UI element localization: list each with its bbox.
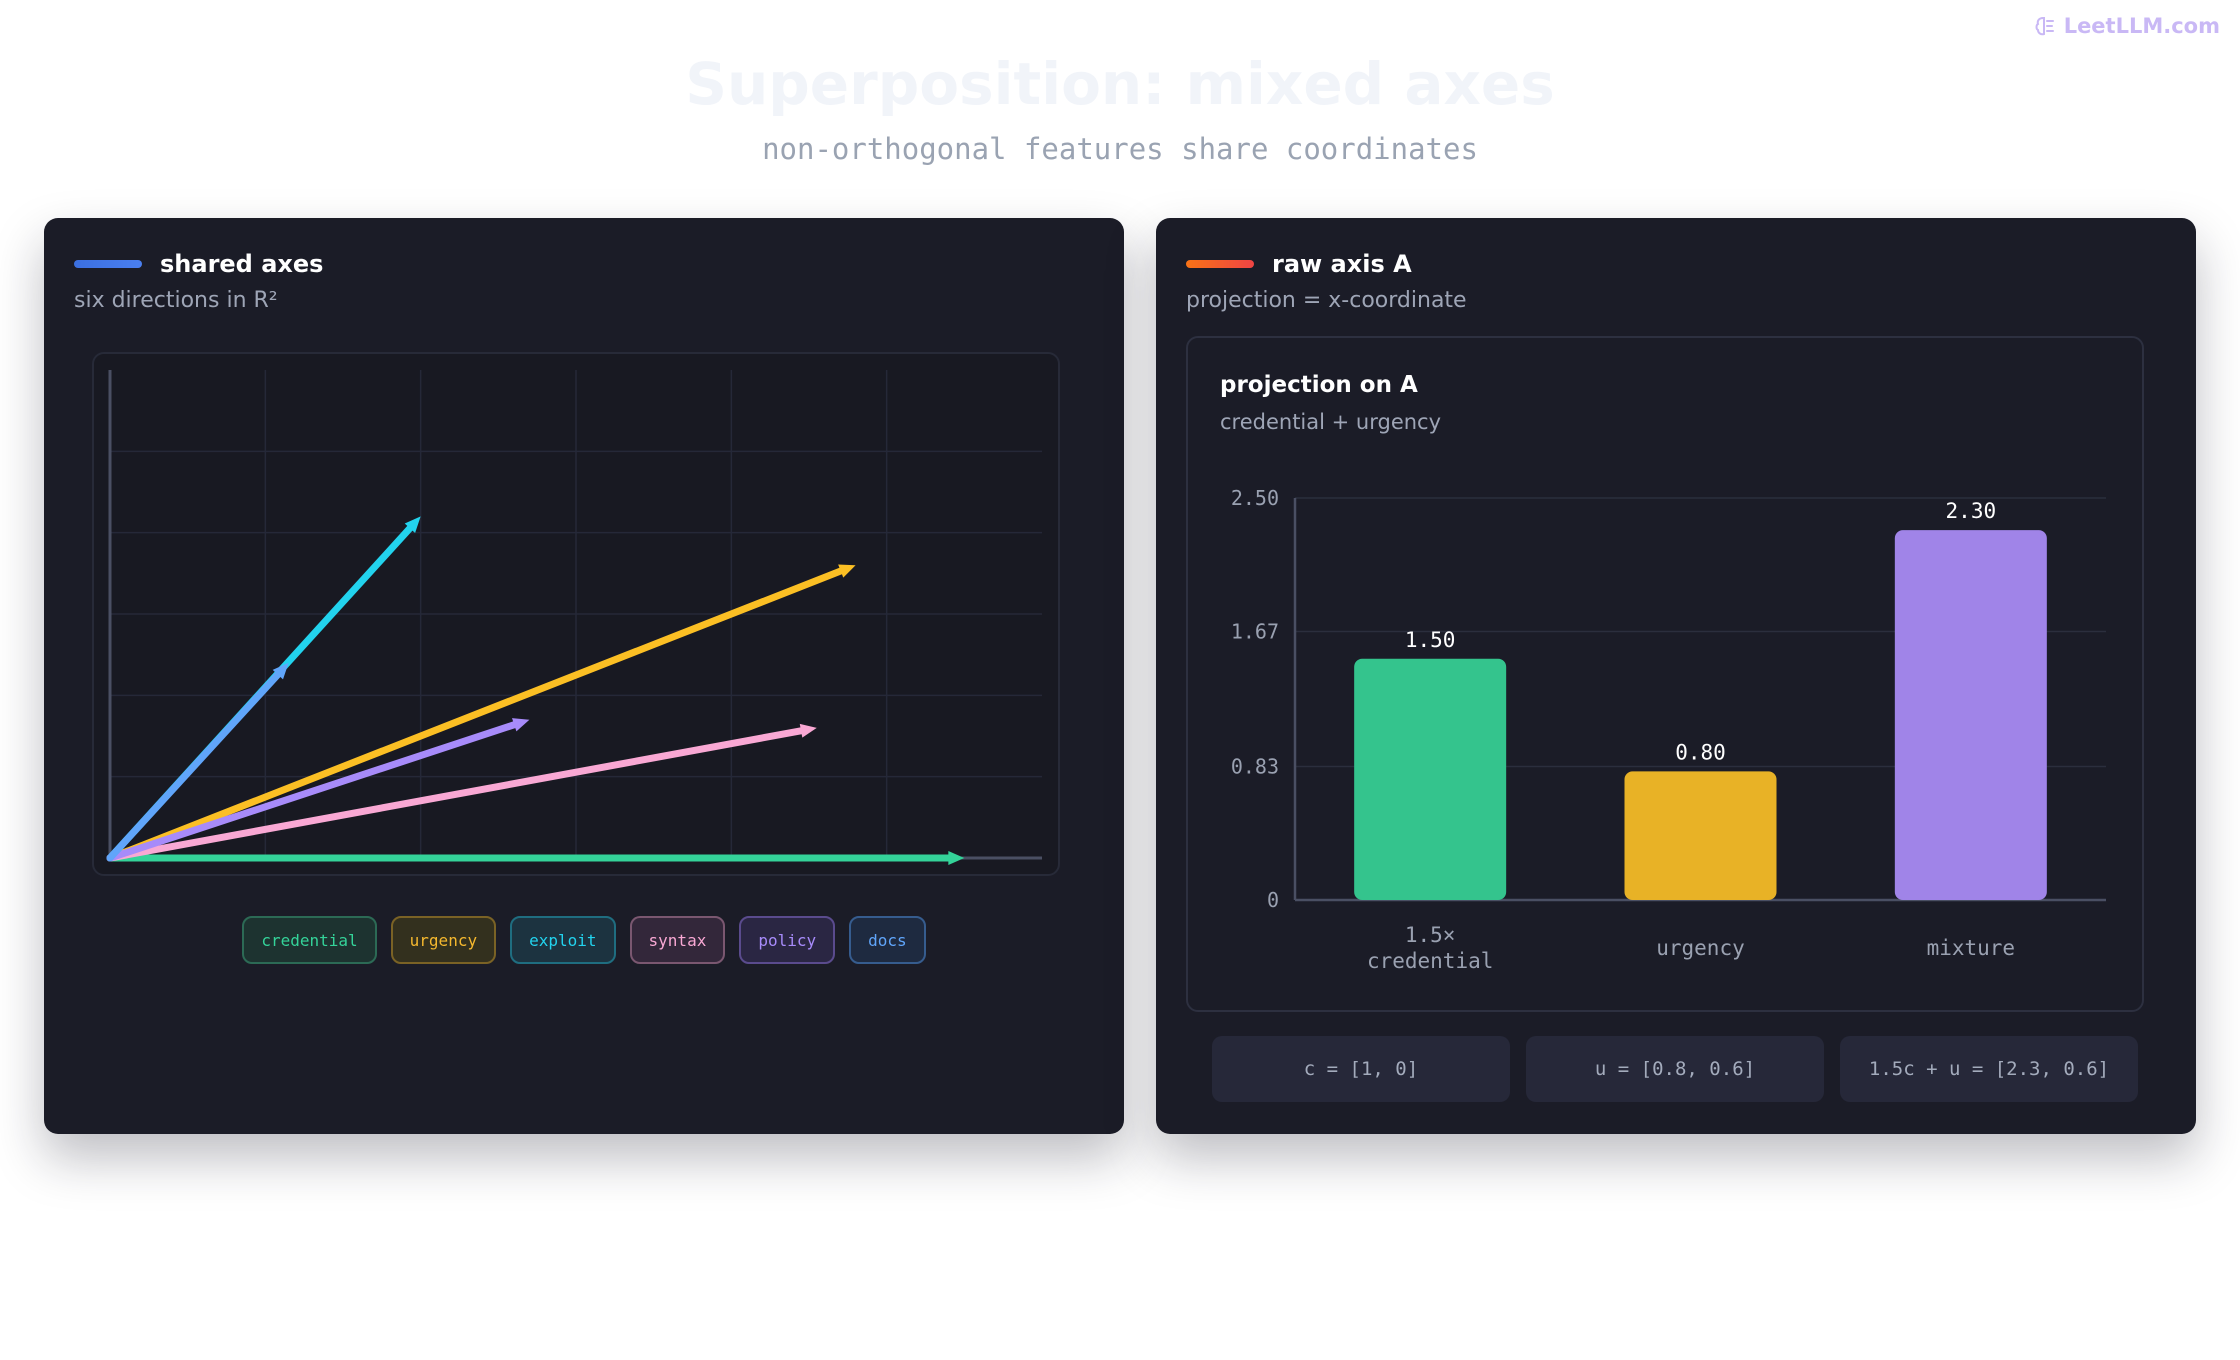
vector-plot [92, 352, 1060, 876]
brand-label: LeetLLM.com [2063, 14, 2220, 38]
panel-header: raw axis A [1186, 250, 1412, 278]
bar-chart-svg: 0 0.83 1.67 2.50 1.50 1.5×credential 0.80 urgen… [1231, 486, 2106, 973]
legend-chip-syntax: syntax [629, 916, 726, 964]
x-tick-label: 1.5× [1405, 923, 1456, 947]
vector-credential [106, 851, 965, 865]
x-tick-label: mixture [1927, 936, 2016, 960]
y-tick-label: 0 [1267, 888, 1279, 912]
accent-bar [74, 260, 142, 268]
brain-icon [2035, 17, 2054, 36]
page-subtitle: non-orthogonal features share coordinate… [762, 132, 1478, 166]
vector-policy [106, 718, 530, 862]
bar-1 [1354, 658, 1507, 900]
legend-chip-exploit: exploit [510, 916, 616, 964]
y-tick-label: 2.50 [1231, 486, 1279, 510]
vector-docs [106, 662, 289, 862]
page-title: Superposition: mixed axes [685, 50, 1555, 118]
bar-chart-card: projection on A credential + urgency 0 0.… [1186, 336, 2144, 1012]
formula-chip: c = [1, 0] [1212, 1036, 1510, 1102]
bar-value-label: 0.80 [1675, 740, 1726, 764]
bar-2 [1624, 771, 1777, 900]
chart-title: projection on A [1220, 372, 1418, 398]
legend-chip-credential: credential [242, 916, 377, 964]
panel-title: shared axes [160, 250, 324, 278]
accent-bar [1186, 260, 1254, 268]
vector-syntax [106, 723, 817, 862]
y-tick-label: 1.67 [1231, 619, 1279, 643]
x-tick-label: urgency [1656, 936, 1745, 960]
formula-chip: 1.5c + u = [2.3, 0.6] [1840, 1036, 2138, 1102]
legend-chip-docs: docs [849, 916, 926, 964]
y-tick-label: 0.83 [1231, 755, 1279, 779]
legend-chip-urgency: urgency [390, 916, 497, 964]
panel-title: raw axis A [1272, 250, 1412, 278]
panel-header: shared axes [74, 250, 323, 278]
bar-value-label: 2.30 [1946, 499, 1997, 523]
vector-plot-svg [106, 370, 1042, 865]
x-tick-label: credential [1367, 949, 1493, 973]
shared-axes-panel: shared axes six directions in R² credent… [44, 218, 1124, 1134]
formula-chip: u = [0.8, 0.6] [1526, 1036, 1824, 1102]
legend-chip-policy: policy [739, 916, 836, 964]
brand-logo[interactable]: LeetLLM.com [2034, 14, 2220, 38]
raw-axis-panel: raw axis A projection = x-coordinate pro… [1156, 218, 2196, 1134]
legend: credential urgency exploit syntax policy docs [44, 916, 1124, 964]
formula-row: c = [1, 0] u = [0.8, 0.6] 1.5c + u = [2.3,… [1212, 1036, 2138, 1102]
bar-3 [1894, 530, 2047, 900]
chart-subtitle: credential + urgency [1220, 410, 1442, 434]
bar-value-label: 1.50 [1405, 628, 1456, 652]
panel-subtitle: six directions in R² [74, 288, 278, 313]
vector-urgency [106, 564, 856, 862]
panel-subtitle: projection = x-coordinate [1186, 288, 1467, 313]
